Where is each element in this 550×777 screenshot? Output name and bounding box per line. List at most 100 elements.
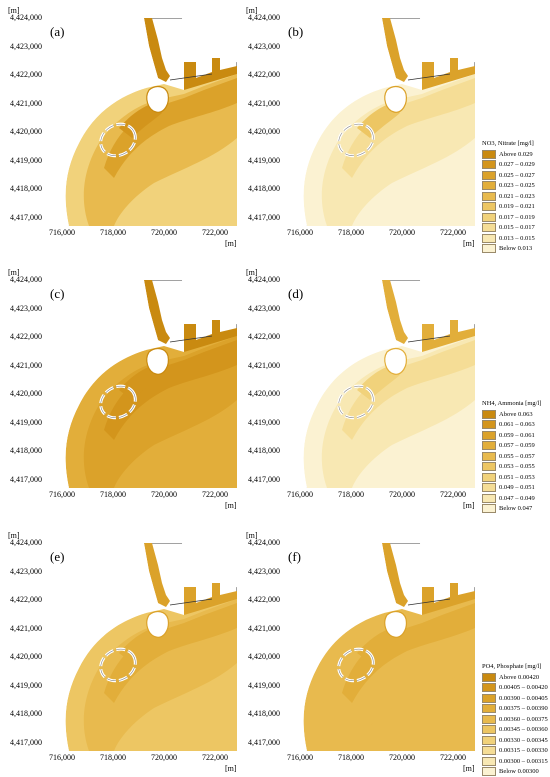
y-tick-label: 4,421,000 bbox=[2, 624, 42, 633]
panel-label: (c) bbox=[50, 286, 64, 302]
x-unit-label: [m] bbox=[463, 764, 475, 773]
y-tick-label: 4,419,000 bbox=[2, 418, 42, 427]
y-tick-label: 4,420,000 bbox=[2, 127, 42, 136]
legend-entry-label: 0.059 – 0.061 bbox=[499, 432, 535, 439]
legend-swatch bbox=[482, 410, 496, 419]
legend-swatch bbox=[482, 213, 496, 222]
legend-entry: 0.049 – 0.051 bbox=[482, 483, 541, 494]
legend-entry: 0.015 – 0.017 bbox=[482, 223, 535, 234]
y-tick-label: 4,421,000 bbox=[240, 624, 280, 633]
y-tick-label: 4,419,000 bbox=[240, 681, 280, 690]
y-tick-label: 4,424,000 bbox=[2, 275, 42, 284]
map-area bbox=[282, 280, 475, 488]
y-tick-label: 4,419,000 bbox=[2, 681, 42, 690]
legend-entry-label: Below 0.013 bbox=[499, 245, 532, 252]
y-tick-label: 4,419,000 bbox=[2, 156, 42, 165]
y-tick-label: 4,422,000 bbox=[240, 332, 280, 341]
legend-swatch bbox=[482, 725, 496, 734]
x-tick-label: 722,000 bbox=[433, 228, 473, 237]
x-tick-label: 718,000 bbox=[331, 490, 371, 499]
y-tick-label: 4,417,000 bbox=[2, 738, 42, 747]
legend-entry: 0.013 – 0.015 bbox=[482, 233, 535, 244]
legend-entry: Above 0.00420 bbox=[482, 672, 548, 683]
legend-entry: 0.025 – 0.027 bbox=[482, 170, 535, 181]
x-tick-label: 722,000 bbox=[195, 753, 235, 762]
legend-entry: 0.00300 – 0.00315 bbox=[482, 756, 548, 767]
y-tick-label: 4,417,000 bbox=[240, 213, 280, 222]
panel-label: (d) bbox=[288, 286, 303, 302]
map-area bbox=[44, 543, 237, 751]
x-unit-label: [m] bbox=[463, 239, 475, 248]
x-tick-label: 720,000 bbox=[144, 228, 184, 237]
legend-swatch bbox=[482, 736, 496, 745]
legend-entry-label: 0.00375 – 0.00390 bbox=[499, 705, 548, 712]
y-tick-label: 4,420,000 bbox=[240, 127, 280, 136]
y-tick-label: 4,417,000 bbox=[240, 475, 280, 484]
legend-swatch bbox=[482, 673, 496, 682]
legend-swatch bbox=[482, 767, 496, 776]
x-tick-label: 718,000 bbox=[331, 753, 371, 762]
x-tick-label: 720,000 bbox=[382, 490, 422, 499]
x-tick-label: 716,000 bbox=[280, 753, 320, 762]
legend-swatch bbox=[482, 441, 496, 450]
y-tick-label: 4,418,000 bbox=[2, 446, 42, 455]
legend-swatch bbox=[482, 160, 496, 169]
panel-label: (f) bbox=[288, 549, 301, 565]
legend-entry-label: 0.027 – 0.029 bbox=[499, 161, 535, 168]
y-tick-label: 4,417,000 bbox=[2, 213, 42, 222]
legend-entry-label: Below 0.047 bbox=[499, 505, 532, 512]
legend-entry-label: 0.00315 – 0.00330 bbox=[499, 747, 548, 754]
y-tick-label: 4,420,000 bbox=[2, 389, 42, 398]
legend-entry: 0.00360 – 0.00375 bbox=[482, 714, 548, 725]
y-tick-label: 4,424,000 bbox=[240, 538, 280, 547]
legend-entry-label: 0.017 – 0.019 bbox=[499, 214, 535, 221]
legend-swatch bbox=[482, 483, 496, 492]
legend-entry-label: 0.055 – 0.057 bbox=[499, 453, 535, 460]
y-tick-label: 4,419,000 bbox=[240, 418, 280, 427]
legend-entry-label: 0.057 – 0.059 bbox=[499, 442, 535, 449]
legend-entry: 0.055 – 0.057 bbox=[482, 451, 541, 462]
x-unit-label: [m] bbox=[463, 501, 475, 510]
legend-swatch bbox=[482, 746, 496, 755]
y-tick-label: 4,424,000 bbox=[2, 538, 42, 547]
legend-entry-label: 0.00405 – 0.00420 bbox=[499, 684, 548, 691]
legend-entry: Below 0.013 bbox=[482, 244, 535, 255]
y-tick-label: 4,418,000 bbox=[2, 709, 42, 718]
y-tick-label: 4,418,000 bbox=[240, 446, 280, 455]
legend-entry: 0.057 – 0.059 bbox=[482, 441, 541, 452]
y-tick-label: 4,423,000 bbox=[2, 42, 42, 51]
y-tick-label: 4,423,000 bbox=[240, 42, 280, 51]
x-tick-label: 722,000 bbox=[433, 490, 473, 499]
legend-entry-label: 0.00330 – 0.00345 bbox=[499, 737, 548, 744]
legend-entry: Above 0.063 bbox=[482, 409, 541, 420]
legend-swatch bbox=[482, 683, 496, 692]
legend-entry: 0.00330 – 0.00345 bbox=[482, 735, 548, 746]
panel-label: (e) bbox=[50, 549, 64, 565]
legend-swatch bbox=[482, 473, 496, 482]
legend-entry-label: 0.049 – 0.051 bbox=[499, 484, 535, 491]
legend-swatch bbox=[482, 452, 496, 461]
y-tick-label: 4,423,000 bbox=[240, 567, 280, 576]
legend-swatch bbox=[482, 192, 496, 201]
legend-swatch bbox=[482, 234, 496, 243]
legend-entry: Above 0.029 bbox=[482, 149, 535, 160]
x-tick-label: 722,000 bbox=[195, 228, 235, 237]
legend-swatch bbox=[482, 504, 496, 513]
legend-entry-label: 0.025 – 0.027 bbox=[499, 172, 535, 179]
y-tick-label: 4,421,000 bbox=[240, 361, 280, 370]
y-tick-label: 4,424,000 bbox=[240, 275, 280, 284]
legend-entry: 0.051 – 0.053 bbox=[482, 472, 541, 483]
legend-swatch bbox=[482, 420, 496, 429]
x-unit-label: [m] bbox=[225, 764, 237, 773]
legend-entry: 0.023 – 0.025 bbox=[482, 181, 535, 192]
legend-swatch bbox=[482, 757, 496, 766]
x-tick-label: 722,000 bbox=[195, 490, 235, 499]
legend-entry-label: 0.023 – 0.025 bbox=[499, 182, 535, 189]
y-tick-label: 4,418,000 bbox=[240, 184, 280, 193]
